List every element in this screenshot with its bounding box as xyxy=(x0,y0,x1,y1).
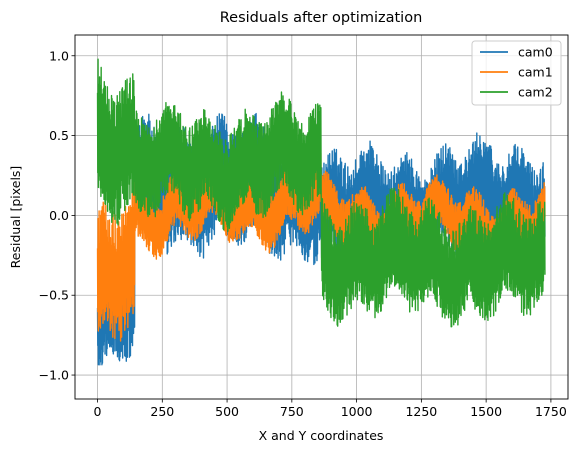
x-tick-label: 0 xyxy=(94,404,102,419)
plot-frame xyxy=(74,34,569,400)
legend-label-cam1: cam1 xyxy=(518,65,553,80)
x-tick-label: 250 xyxy=(150,404,174,419)
x-axis: 0 250 500 750 1000 1250 1500 1750 xyxy=(94,399,567,419)
legend-label-cam0: cam0 xyxy=(518,45,553,60)
x-tick-label: 1750 xyxy=(535,404,567,419)
series-line-cam2 xyxy=(96,58,546,328)
y-axis-label: Residual [pixels] xyxy=(8,166,23,269)
y-tick-label: 0.5 xyxy=(49,128,69,143)
y-axis: −1.0 −0.5 0.0 0.5 1.0 xyxy=(39,48,75,383)
x-tick-label: 1500 xyxy=(470,404,502,419)
chart-title: Residuals after optimization xyxy=(220,10,423,26)
legend-label-cam2: cam2 xyxy=(518,85,553,100)
legend: cam0 cam1 cam2 xyxy=(471,40,562,106)
x-tick-label: 750 xyxy=(280,404,304,419)
x-tick-label: 500 xyxy=(215,404,239,419)
x-tick-label: 1000 xyxy=(341,404,373,419)
x-tick-label: 1250 xyxy=(405,404,437,419)
y-tick-label: 1.0 xyxy=(49,48,69,63)
y-tick-label: 0.0 xyxy=(49,208,69,223)
x-axis-label: X and Y coordinates xyxy=(259,428,384,443)
y-tick-label: −1.0 xyxy=(39,368,69,383)
series-layer xyxy=(96,58,546,366)
y-tick-label: −0.5 xyxy=(39,288,69,303)
legend-box xyxy=(471,40,562,106)
